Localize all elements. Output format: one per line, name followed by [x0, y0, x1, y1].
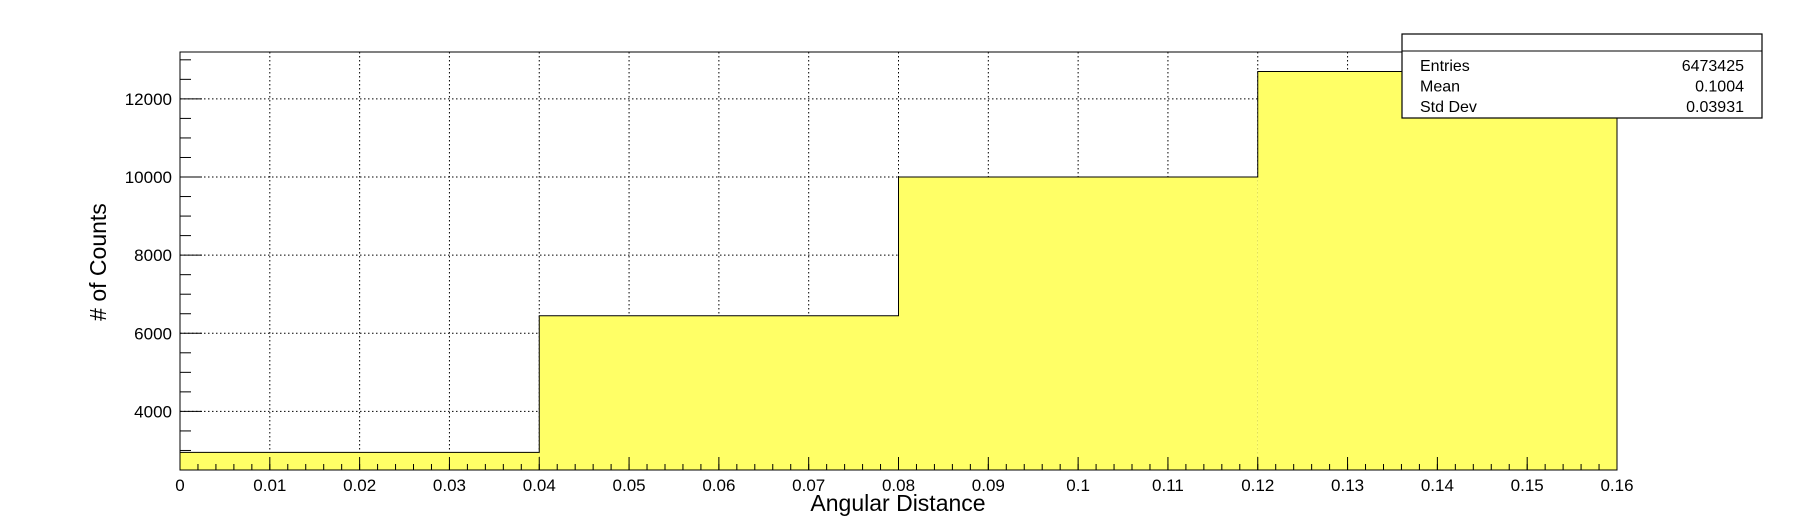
histogram-bars [179, 71, 1618, 470]
stats-value: 0.1004 [1695, 79, 1744, 96]
y-tick-label: 12000 [125, 90, 172, 109]
y-axis-title: # of Counts [85, 203, 111, 321]
x-tick-label: 0.05 [613, 476, 646, 495]
stats-box: Entries 6473425 Mean 0.1004 Std Dev 0.03931 [1401, 33, 1763, 119]
x-tick-label: 0.1 [1066, 476, 1090, 495]
x-tick-label: 0.12 [1241, 476, 1274, 495]
x-tick-label: 0.02 [343, 476, 376, 495]
y-tick-label: 8000 [134, 246, 172, 265]
x-tick-label: 0.09 [972, 476, 1005, 495]
y-tick-label: 4000 [134, 402, 172, 421]
histogram-bar [539, 315, 899, 470]
x-axis-ticks: 0 0.01 0.02 0.03 0.04 0.05 0.06 0.07 0.08 0.09 0.1… [175, 457, 1634, 495]
y-tick-label: 10000 [125, 168, 172, 187]
stats-value: 0.03931 [1686, 99, 1744, 116]
y-axis-ticks: 4000 6000 8000 10000 12000 [125, 59, 202, 471]
x-tick-label: 0 [175, 476, 184, 495]
x-tick-label: 0.07 [792, 476, 825, 495]
stats-label: Std Dev [1420, 99, 1477, 116]
stats-value: 6473425 [1682, 58, 1744, 75]
x-tick-label: 0.16 [1600, 476, 1633, 495]
x-tick-label: 0.06 [702, 476, 735, 495]
x-tick-label: 0.03 [433, 476, 466, 495]
histogram-bar [898, 177, 1258, 470]
histogram-bar [1257, 71, 1617, 470]
stats-box-frame [1401, 33, 1763, 119]
x-tick-label: 0.04 [523, 476, 556, 495]
y-tick-label: 6000 [134, 324, 172, 343]
x-tick-label: 0.01 [253, 476, 286, 495]
x-tick-label: 0.11 [1152, 476, 1184, 495]
stats-label: Mean [1420, 79, 1460, 96]
x-tick-label: 0.08 [882, 476, 915, 495]
x-tick-label: 0.15 [1511, 476, 1544, 495]
stats-label: Entries [1420, 58, 1470, 75]
x-tick-label: 0.13 [1331, 476, 1364, 495]
x-tick-label: 0.14 [1421, 476, 1454, 495]
x-axis-title: Angular Distance [810, 490, 985, 516]
